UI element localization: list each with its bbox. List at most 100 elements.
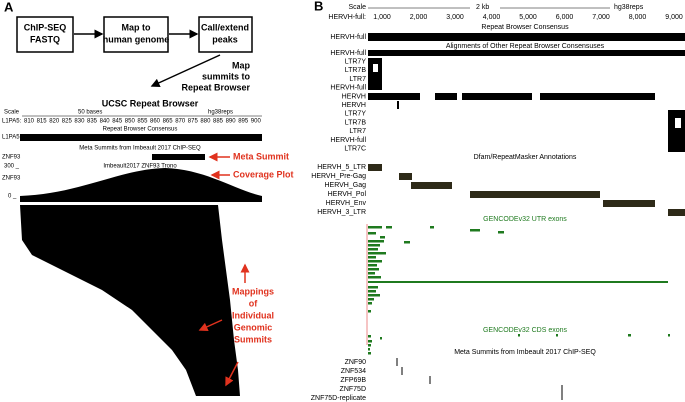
position-tick: 880 <box>200 119 211 125</box>
track-label: L1PA5 <box>2 135 20 141</box>
exon <box>368 264 377 267</box>
arrow-label: Repeat Browser <box>181 82 250 92</box>
summit-bar <box>152 154 205 160</box>
position-tick: 830 <box>74 119 85 125</box>
summit-mappings <box>20 205 240 396</box>
exon <box>368 244 380 247</box>
scale-bar-label: 2 kb <box>476 4 489 11</box>
position-tick: 4,000 <box>483 14 501 21</box>
callout: of <box>249 298 258 308</box>
exon <box>368 240 384 243</box>
track-label: HERVH-full <box>330 50 366 57</box>
track-title: Alignments of Other Repeat Browser Conse… <box>446 43 605 50</box>
track-label: LTR7Y <box>345 111 367 118</box>
alignment-bars <box>368 50 685 152</box>
scale-label: Scale <box>348 4 366 11</box>
position-tick: 810 <box>24 119 35 125</box>
track-label: LTR7B <box>345 119 367 126</box>
track-label: HERVH_Pol <box>328 191 367 198</box>
arrow-label: summits to <box>202 71 251 81</box>
callout: Genomic <box>234 322 273 332</box>
arrow-label: Map <box>232 60 251 70</box>
exon <box>498 231 504 234</box>
track-title: GENCODEv32 CDS exons <box>483 327 568 334</box>
track-label: HERVH_Pre-Gag <box>311 173 366 180</box>
position-tick: 7,000 <box>592 14 610 21</box>
exon <box>404 241 410 244</box>
exon <box>380 337 382 340</box>
exon <box>368 272 375 275</box>
track-title: Imbeault2017 ZNF93 Trono <box>103 164 177 170</box>
callout: Meta Summit <box>233 151 289 161</box>
exon <box>368 232 376 235</box>
position-tick: 850 <box>125 119 136 125</box>
exon <box>368 340 372 343</box>
track-label: HERVH-full <box>330 85 366 92</box>
exon <box>368 290 376 293</box>
track-label: ZNF75D <box>340 386 366 393</box>
callout-arrows <box>198 152 250 387</box>
track-label: HERVH_5_LTR <box>317 164 366 171</box>
position-tick: 860 <box>150 119 161 125</box>
track-label: HERVH <box>342 102 366 109</box>
position-tick: 815 <box>37 119 48 125</box>
position-tick: 900 <box>251 119 262 125</box>
position-tick: 820 <box>49 119 60 125</box>
axis-label: 0 _ <box>8 194 17 200</box>
coverage-plot <box>20 168 262 202</box>
exon <box>368 226 382 229</box>
position-tick: 1,000 <box>373 14 391 21</box>
exon <box>368 310 371 313</box>
browser-title: UCSC Repeat Browser <box>102 98 199 108</box>
track-title: Dfam/RepeatMasker Annotations <box>474 154 577 161</box>
position-label: HERVH-full: <box>328 14 366 21</box>
track-label: ZNF75D-replicate <box>311 395 366 402</box>
position-tick: 890 <box>226 119 237 125</box>
axis-label: 300 _ <box>4 164 20 170</box>
flow-step: Map to <box>122 22 151 32</box>
flow-step: FASTQ <box>30 34 60 44</box>
flow-step: human genome <box>103 34 170 44</box>
callout: Mappings <box>232 286 274 296</box>
callout: Individual <box>232 310 274 320</box>
exon <box>556 334 558 337</box>
position-tick: 3,000 <box>446 14 464 21</box>
position-tick: 835 <box>87 119 98 125</box>
track-label: HERVH <box>342 93 366 100</box>
track-label: HERVH-full <box>330 34 366 41</box>
track-label: HERVH_Gag <box>324 182 366 189</box>
track-label: HERVH_3_LTR <box>317 209 366 216</box>
position-tick: 840 <box>100 119 111 125</box>
track-label: ZNF534 <box>341 368 366 375</box>
assembly: hg38reps <box>614 4 644 11</box>
summit-ticks <box>396 358 563 400</box>
exon <box>628 334 631 337</box>
flow-step: peaks <box>212 34 238 44</box>
track-label: ZFP69B <box>340 377 366 384</box>
exon <box>470 229 480 232</box>
track-label: LTR7C <box>344 146 366 153</box>
exon <box>368 252 386 255</box>
track-title: Meta Summits from Imbeault 2017 ChIP-SEQ <box>79 146 201 152</box>
exon <box>368 298 374 301</box>
exon <box>518 334 520 337</box>
panel-label: B <box>314 0 323 13</box>
exon <box>368 352 371 355</box>
track-label: HERVH-full <box>330 137 366 144</box>
utr-exons <box>368 226 670 355</box>
consensus-bar <box>368 33 685 41</box>
position-tick: 5,000 <box>519 14 537 21</box>
track-title: Meta Summits from Imbeault 2017 ChIP-SEQ <box>454 349 596 356</box>
position-tick: 895 <box>238 119 249 125</box>
alignment-gaps <box>373 64 681 128</box>
exon <box>368 286 378 289</box>
exon <box>368 344 371 347</box>
track-title: Repeat Browser Consensus <box>103 127 178 133</box>
assembly: hg38reps <box>208 110 233 116</box>
position-label: L1PA5: <box>2 119 22 125</box>
position-tick: 875 <box>188 119 199 125</box>
callout: Coverage Plot <box>233 169 294 179</box>
exon <box>368 348 370 351</box>
position-tick: 825 <box>62 119 73 125</box>
